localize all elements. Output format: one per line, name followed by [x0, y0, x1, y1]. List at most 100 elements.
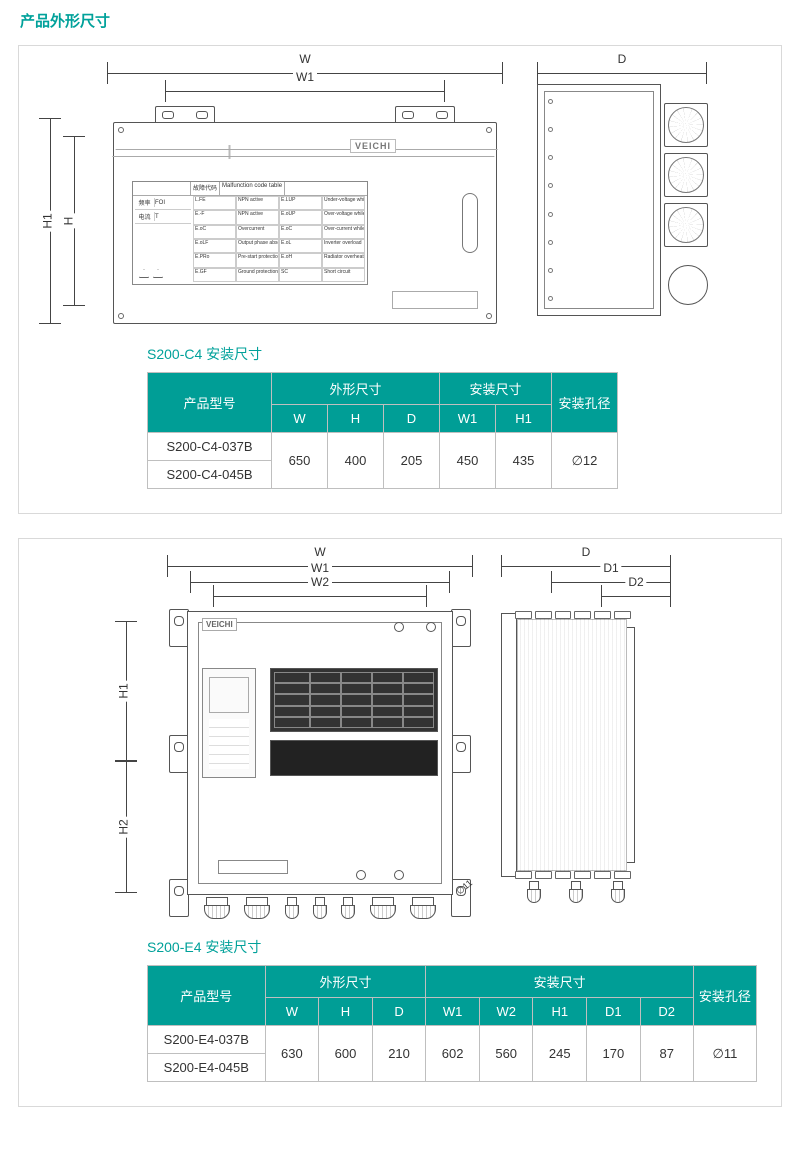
dim-W1: W1 [165, 84, 445, 98]
c4-left-dims: H1 H [43, 98, 107, 330]
dim-label-W: W [311, 545, 328, 559]
e4-top-tabs [515, 611, 631, 619]
c4-side-top-dims: D [527, 66, 723, 80]
e4-side-block: D D1 D2 [487, 559, 687, 923]
dim-label-W: W [296, 52, 313, 66]
c4-enclosure: VEICHI 故障代码 Malfunction code table 频率FOI… [113, 122, 497, 324]
mount-ear [169, 879, 189, 917]
dim-D: D [501, 559, 671, 573]
gland-icon [244, 897, 270, 919]
e4-front-block: W W1 W2 H1 [113, 559, 473, 923]
e4-code-panel [270, 668, 438, 732]
dim-D2: D2 [601, 589, 671, 603]
dim-label-H: H [61, 214, 75, 229]
screw-icon [486, 313, 492, 319]
e4-slot [218, 860, 288, 874]
dim-label-W2: W2 [308, 575, 332, 589]
c4-side-conduit [668, 265, 708, 305]
td-hole: ∅11 [693, 1026, 756, 1082]
mount-ear [169, 609, 189, 647]
c4-top-dims: W W1 [107, 66, 503, 98]
td-model: S200-C4-037B [148, 433, 272, 461]
td-W1: 602 [426, 1026, 480, 1082]
panel-s200-c4: W W1 H1 H [18, 45, 782, 514]
th-model: 产品型号 [148, 373, 272, 433]
th-W: W [272, 405, 328, 433]
dim-label-W1: W1 [293, 70, 317, 84]
th-H1: H1 [496, 405, 552, 433]
code-grid: L.FENPN activeE.LUPUnder-voltage while s… [193, 196, 365, 282]
e4-front-view: VEICHI [167, 603, 473, 923]
dim-W2: W2 [213, 589, 427, 603]
fan-icon [664, 103, 708, 147]
td-H: 600 [319, 1026, 373, 1082]
td-W: 650 [272, 433, 328, 489]
c4-side-view [537, 84, 661, 316]
e4-keypad [202, 668, 256, 778]
warning-icons [139, 269, 163, 278]
brand-logo: VEICHI [202, 618, 237, 631]
e4-heatsink-fins [517, 619, 627, 871]
th-hole: 安装孔径 [693, 966, 756, 1026]
dim-label-H1: H1 [41, 210, 55, 231]
c4-side-block: D [527, 66, 723, 330]
e4-side-back [501, 613, 517, 877]
td-D2: 87 [640, 1026, 693, 1082]
lp-a: 电流 [135, 212, 155, 221]
e4-warning-note [270, 740, 438, 776]
screw-icon [486, 127, 492, 133]
knob-icon [426, 622, 436, 632]
c4-side-port [462, 193, 478, 253]
td-D1: 170 [587, 1026, 641, 1082]
hdr-zh: 故障代码 [191, 182, 220, 195]
td-D: 210 [372, 1026, 426, 1082]
td-hole: ∅12 [552, 433, 618, 489]
gland-icon [527, 881, 541, 903]
dim-label-D: D [579, 545, 594, 559]
dim-label-D1: D1 [600, 561, 621, 575]
knob-icon [356, 870, 366, 880]
td-H: 400 [328, 433, 384, 489]
e4-top-dims: W W1 W2 [167, 559, 473, 603]
warning-icon [139, 269, 149, 278]
knob-icon [394, 622, 404, 632]
panel-s200-e4: W W1 W2 H1 [18, 538, 782, 1107]
td-W2: 560 [479, 1026, 533, 1082]
td-H1: 435 [496, 433, 552, 489]
th-D1: D1 [587, 998, 641, 1026]
td-W: 630 [265, 1026, 319, 1082]
gland-icon [370, 897, 396, 919]
td-model: S200-E4-045B [148, 1054, 266, 1082]
gland-icon [569, 881, 583, 903]
rating-label [392, 291, 478, 309]
e4-diagram-wrap: W W1 W2 H1 [43, 559, 757, 923]
gland-icon [285, 897, 299, 919]
c4-side-screws [548, 99, 558, 301]
lp-a: 频率 [135, 198, 155, 207]
dim-label-H2: H2 [117, 816, 131, 837]
hdr-en: Malfunction code table [220, 182, 285, 195]
th-hole: 安装孔径 [552, 373, 618, 433]
gland-icon [313, 897, 327, 919]
hdr-left [133, 182, 191, 195]
dim-D1: D1 [551, 575, 671, 589]
th-outer: 外形尺寸 [265, 966, 426, 998]
c4-front-view: VEICHI 故障代码 Malfunction code table 频率FOI… [107, 98, 503, 330]
mount-ear [169, 735, 189, 773]
fan-icon [664, 203, 708, 247]
td-model: S200-C4-045B [148, 461, 272, 489]
lp-b: FOI [155, 200, 165, 206]
td-W1: 450 [440, 433, 496, 489]
td-D: 205 [384, 433, 440, 489]
c4-diagram-wrap: W W1 H1 H [43, 66, 757, 330]
e4-dimensions-table: 产品型号 外形尺寸 安装尺寸 安装孔径 W H D W1 W2 H1 D1 D2… [147, 965, 757, 1082]
c4-fans [664, 103, 708, 247]
c4-dimensions-table: 产品型号 外形尺寸 安装尺寸 安装孔径 W H D W1 H1 S200-C4-… [147, 372, 618, 489]
lp-b: T [155, 214, 159, 220]
screw-icon [118, 127, 124, 133]
e4-bot-tabs [515, 871, 631, 879]
brand-logo: VEICHI [350, 139, 396, 153]
th-H: H [328, 405, 384, 433]
th-W2: W2 [479, 998, 533, 1026]
code-panel-header: 故障代码 Malfunction code table [133, 182, 367, 196]
